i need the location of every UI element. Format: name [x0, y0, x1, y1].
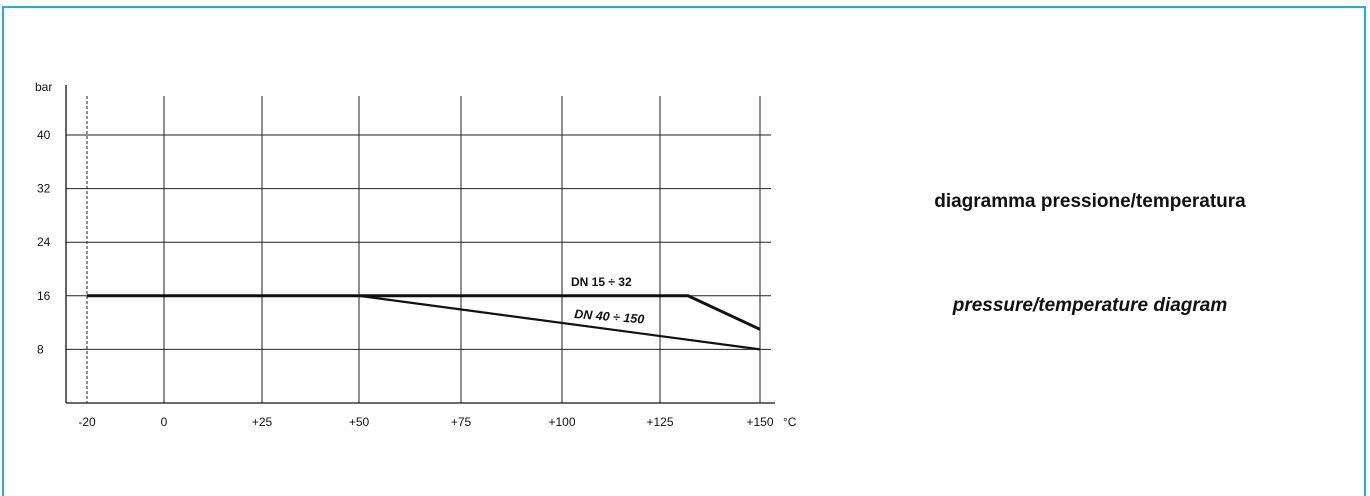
x-axis-unit: °C: [783, 415, 797, 429]
tick-labels: DN 15 ÷ 32 DN 40 ÷ 150 8 16 24 32 40 bar -20 0 +25…: [35, 80, 797, 429]
x-tick-label: +25: [252, 415, 273, 429]
grid-lines: [66, 96, 771, 403]
pressure-temperature-chart: DN 15 ÷ 32 DN 40 ÷ 150 8 16 24 32 40 bar -20 0 +25…: [35, 80, 797, 429]
series-line-dn-15-32: [87, 294, 761, 331]
x-tick-label: +50: [349, 415, 370, 429]
axes: [65, 85, 775, 404]
y-tick-label: 8: [37, 342, 44, 356]
series-lines: [87, 294, 761, 351]
series-label-dn-15-32: DN 15 ÷ 32: [571, 275, 632, 289]
series-line-dn-40-150: [358, 294, 761, 351]
y-tick-label: 32: [37, 182, 51, 196]
x-tick-label: 0: [161, 415, 168, 429]
figure-frame: [2, 6, 1366, 496]
y-axis-unit: bar: [35, 80, 52, 94]
x-tick-label: -20: [78, 415, 96, 429]
x-tick-label: +150: [746, 415, 773, 429]
x-tick-label: +125: [646, 415, 673, 429]
diagram-title-english: pressure/temperature diagram: [952, 295, 1228, 316]
y-tick-label: 40: [37, 128, 51, 142]
x-tick-label: +75: [451, 415, 472, 429]
diagram-title-italian: diagramma pressione/temperatura: [934, 191, 1246, 212]
series-label-dn-40-150: DN 40 ÷ 150: [574, 307, 645, 326]
y-tick-label: 24: [37, 235, 51, 249]
x-tick-label: +100: [548, 415, 575, 429]
y-tick-label: 16: [37, 289, 51, 303]
